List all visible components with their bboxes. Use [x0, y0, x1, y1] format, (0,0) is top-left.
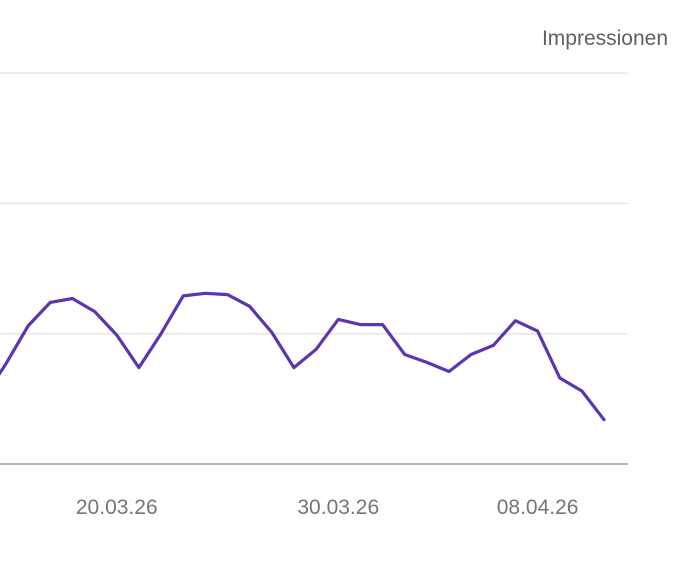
x-tick-label: 30.03.26	[297, 496, 379, 519]
legend-series-label: Impressionen	[541, 27, 668, 50]
x-tick-label: 20.03.26	[76, 496, 158, 519]
series-line-impressionen	[0, 291, 606, 422]
x-tick-label: 08.04.26	[497, 496, 579, 519]
